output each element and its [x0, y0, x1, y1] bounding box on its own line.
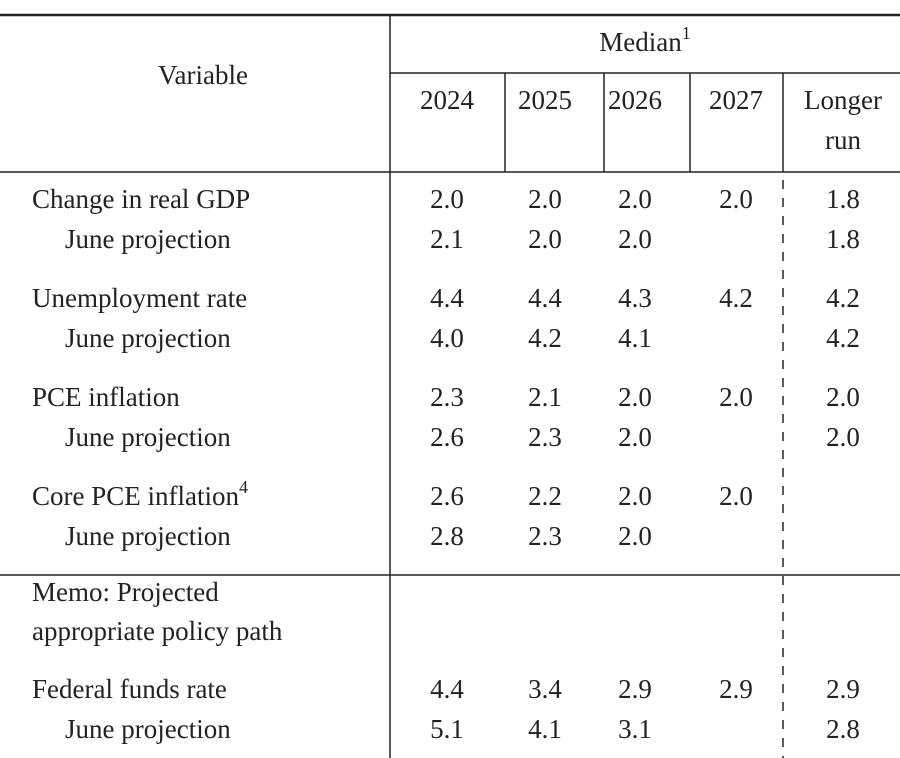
column-header: 2024: [420, 85, 475, 115]
label-text: June projection: [65, 323, 231, 353]
sub-row-label: June projection: [65, 224, 231, 254]
memo-label: Memo: Projected: [32, 577, 219, 607]
cell-value: 4.4: [430, 674, 464, 704]
label-text: Unemployment rate: [32, 283, 247, 313]
sub-row-label: June projection: [65, 422, 231, 452]
cell-value: 4.2: [719, 283, 753, 313]
cell-value: 2.6: [430, 481, 464, 511]
row-label: Core PCE inflation4: [32, 477, 248, 511]
sub-row-label: June projection: [65, 323, 231, 353]
label-text: Change in real GDP: [32, 184, 250, 214]
cell-value: 2.0: [528, 224, 562, 254]
cell-value: 2.6: [430, 422, 464, 452]
cell-value: 1.8: [826, 184, 860, 214]
cell-value: 2.0: [618, 382, 652, 412]
label-text: Federal funds rate: [32, 674, 227, 704]
cell-value: 4.3: [618, 283, 652, 313]
cell-value: 2.0: [618, 224, 652, 254]
memo-label: appropriate policy path: [32, 616, 283, 646]
cell-value: 4.2: [826, 283, 860, 313]
cell-value: 4.2: [826, 323, 860, 353]
cell-value: 2.0: [618, 422, 652, 452]
cell-value: 2.0: [618, 184, 652, 214]
label-text: June projection: [65, 521, 231, 551]
footnote-marker: 1: [682, 23, 691, 43]
column-header: run: [825, 125, 861, 155]
cell-value: 4.1: [528, 714, 562, 744]
cell-value: 2.0: [618, 521, 652, 551]
cell-value: 2.9: [618, 674, 652, 704]
label-text: PCE inflation: [32, 382, 180, 412]
cell-value: 4.1: [618, 323, 652, 353]
cell-value: 2.0: [528, 184, 562, 214]
cell-value: 2.0: [618, 481, 652, 511]
cell-value: 2.2: [528, 481, 562, 511]
cell-value: 2.3: [528, 422, 562, 452]
row-label: Unemployment rate: [32, 283, 247, 313]
cell-value: 4.4: [528, 283, 562, 313]
cell-value: 2.0: [719, 184, 753, 214]
row-label: Federal funds rate: [32, 674, 227, 704]
median-label: Median: [599, 27, 682, 57]
row-label: PCE inflation: [32, 382, 180, 412]
cell-value: 2.8: [826, 714, 860, 744]
variable-header: Variable: [158, 60, 248, 90]
label-text: Core PCE inflation: [32, 481, 239, 511]
cell-value: 2.0: [826, 382, 860, 412]
cell-value: 4.4: [430, 283, 464, 313]
cell-value: 4.2: [528, 323, 562, 353]
footnote-marker: 4: [239, 477, 248, 497]
cell-value: 2.8: [430, 521, 464, 551]
median-header: Median1: [599, 23, 690, 57]
cell-value: 2.0: [430, 184, 464, 214]
label-text: June projection: [65, 422, 231, 452]
sub-row-label: June projection: [65, 521, 231, 551]
cell-value: 4.0: [430, 323, 464, 353]
label-text: June projection: [65, 714, 231, 744]
column-header: 2027: [709, 85, 763, 115]
cell-value: 2.3: [430, 382, 464, 412]
cell-value: 3.1: [618, 714, 652, 744]
label-text: June projection: [65, 224, 231, 254]
cell-value: 2.0: [719, 382, 753, 412]
cell-value: 2.1: [528, 382, 562, 412]
cell-value: 2.0: [719, 481, 753, 511]
cell-value: 2.1: [430, 224, 464, 254]
cell-value: 3.4: [528, 674, 562, 704]
cell-value: 2.9: [826, 674, 860, 704]
cell-value: 2.9: [719, 674, 753, 704]
sub-row-label: June projection: [65, 714, 231, 744]
column-header: 2025: [518, 85, 572, 115]
cell-value: 1.8: [826, 224, 860, 254]
cell-value: 2.0: [826, 422, 860, 452]
column-header: 2026: [608, 85, 662, 115]
column-header: Longer: [804, 85, 882, 115]
cell-value: 5.1: [430, 714, 464, 744]
cell-value: 2.3: [528, 521, 562, 551]
row-label: Change in real GDP: [32, 184, 250, 214]
